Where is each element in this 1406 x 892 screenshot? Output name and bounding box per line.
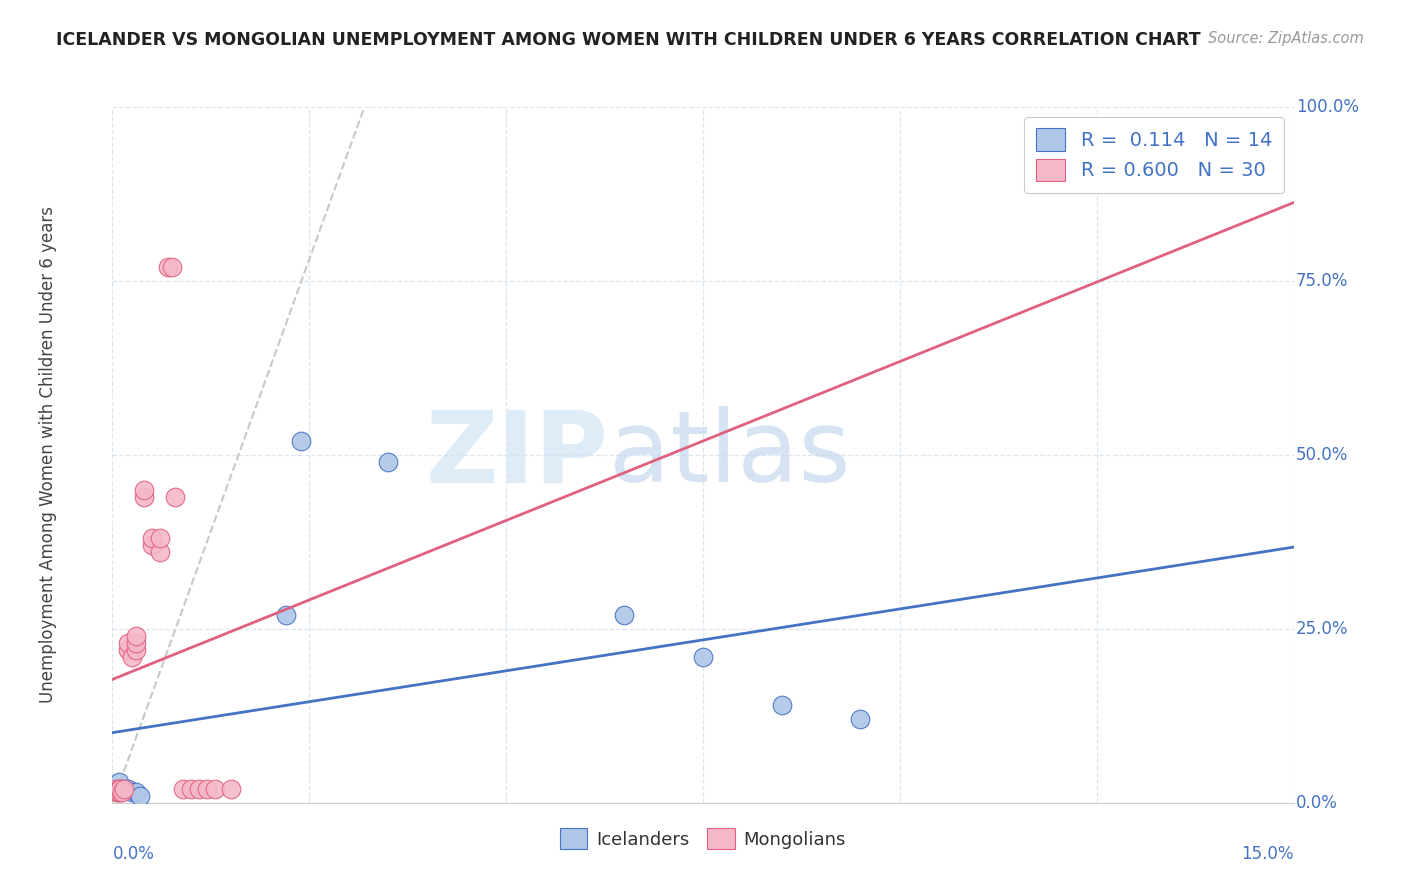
Point <box>195 781 218 796</box>
Point <box>141 532 163 546</box>
Point <box>121 785 143 799</box>
Point <box>377 455 399 469</box>
Point <box>117 781 139 796</box>
Point <box>165 490 187 504</box>
Legend: Icelanders, Mongolians: Icelanders, Mongolians <box>553 822 853 856</box>
Point <box>172 781 194 796</box>
Point <box>129 789 152 803</box>
Text: Source: ZipAtlas.com: Source: ZipAtlas.com <box>1208 31 1364 46</box>
Point <box>149 545 172 559</box>
Point <box>132 490 155 504</box>
Point <box>204 781 226 796</box>
Point <box>105 781 128 796</box>
Point <box>613 607 636 622</box>
Point <box>188 781 211 796</box>
Point <box>110 785 132 799</box>
Text: Unemployment Among Women with Children Under 6 years: Unemployment Among Women with Children U… <box>38 206 56 704</box>
Point <box>156 260 179 274</box>
Point <box>149 532 172 546</box>
Text: ZIP: ZIP <box>426 407 609 503</box>
Point <box>274 607 297 622</box>
Point <box>125 642 148 657</box>
Point <box>692 649 714 664</box>
Text: 100.0%: 100.0% <box>1296 98 1358 116</box>
Point <box>219 781 242 796</box>
Point <box>849 712 872 726</box>
Point <box>110 781 132 796</box>
Point <box>110 781 132 796</box>
Text: 25.0%: 25.0% <box>1296 620 1348 638</box>
Point <box>107 785 129 799</box>
Text: 75.0%: 75.0% <box>1296 272 1348 290</box>
Point <box>121 649 143 664</box>
Point <box>111 785 134 799</box>
Point <box>105 785 128 799</box>
Point <box>107 781 129 796</box>
Point <box>125 785 148 799</box>
Point <box>108 781 131 796</box>
Point <box>770 698 793 713</box>
Text: 50.0%: 50.0% <box>1296 446 1348 464</box>
Text: ICELANDER VS MONGOLIAN UNEMPLOYMENT AMONG WOMEN WITH CHILDREN UNDER 6 YEARS CORR: ICELANDER VS MONGOLIAN UNEMPLOYMENT AMON… <box>56 31 1201 49</box>
Point <box>290 434 312 448</box>
Point <box>125 629 148 643</box>
Text: 15.0%: 15.0% <box>1241 845 1294 863</box>
Text: 0.0%: 0.0% <box>112 845 155 863</box>
Point <box>117 636 139 650</box>
Point <box>107 775 129 789</box>
Point <box>112 781 135 796</box>
Text: atlas: atlas <box>609 407 851 503</box>
Point <box>132 483 155 497</box>
Point <box>125 636 148 650</box>
Point <box>112 781 135 796</box>
Text: 0.0%: 0.0% <box>1296 794 1337 812</box>
Point <box>141 538 163 552</box>
Point <box>160 260 183 274</box>
Point <box>117 642 139 657</box>
Point <box>180 781 202 796</box>
